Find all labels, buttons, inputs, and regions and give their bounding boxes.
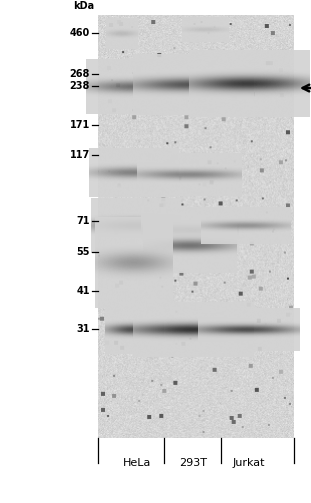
- Text: 55: 55: [77, 246, 90, 257]
- Text: 460: 460: [70, 28, 90, 38]
- Text: 293T: 293T: [179, 458, 207, 468]
- Text: 71: 71: [77, 216, 90, 226]
- Text: HeLa: HeLa: [123, 458, 151, 468]
- Text: kDa: kDa: [73, 1, 94, 11]
- Text: 171: 171: [70, 120, 90, 130]
- Text: 268: 268: [70, 69, 90, 79]
- Text: Jurkat: Jurkat: [233, 458, 265, 468]
- Text: 117: 117: [70, 150, 90, 160]
- Text: 31: 31: [77, 324, 90, 334]
- Text: 41: 41: [77, 286, 90, 296]
- Text: 238: 238: [70, 80, 90, 91]
